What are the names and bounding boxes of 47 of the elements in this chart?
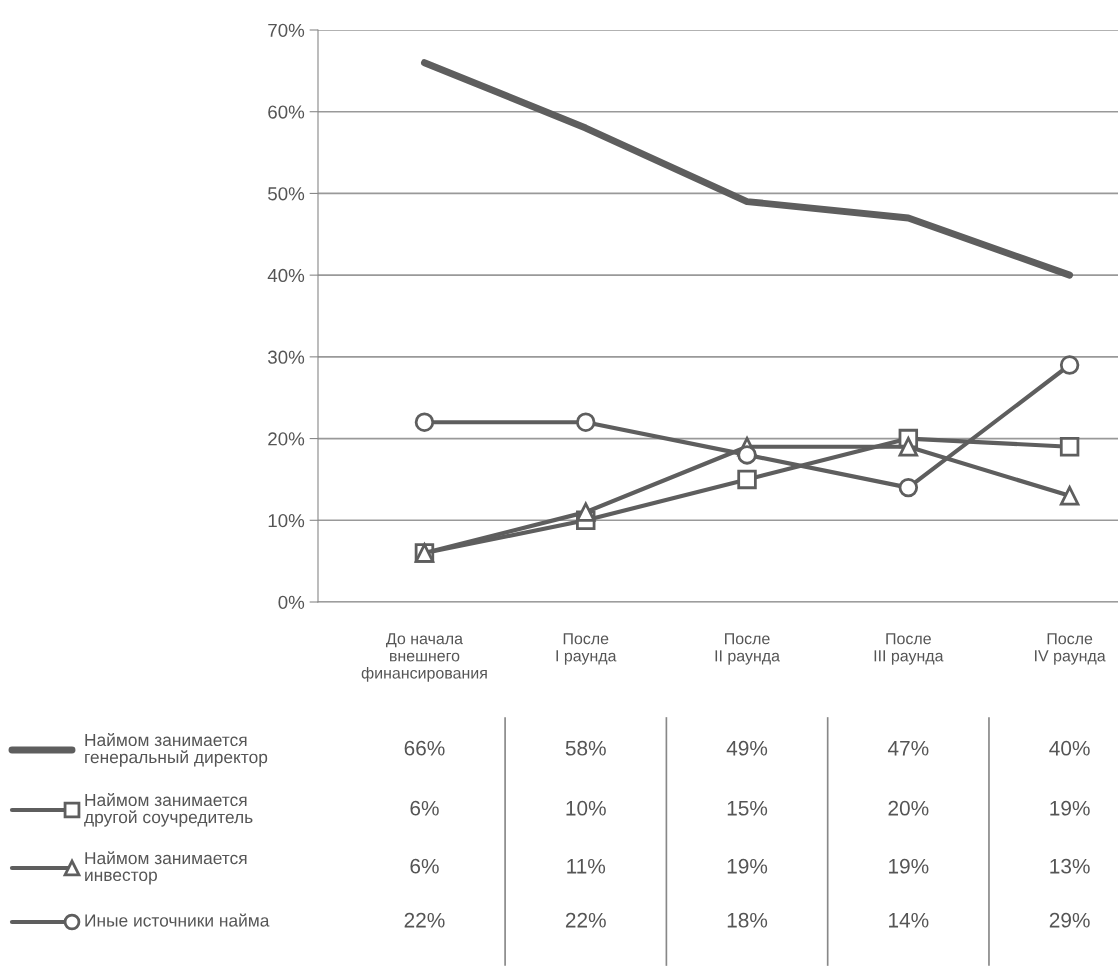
data-label: 10% <box>566 800 606 816</box>
data-label: 66% <box>404 740 445 756</box>
data-label: 19% <box>1050 800 1090 816</box>
point <box>414 412 435 432</box>
point <box>1059 355 1080 375</box>
x-tick-label: После II раунда <box>715 633 780 665</box>
data-label: 22% <box>565 912 606 928</box>
data-label: 47% <box>887 740 929 756</box>
data-label: 29% <box>1049 912 1090 928</box>
x-tick-label: После IV раунда <box>1035 633 1106 665</box>
data-label: 15% <box>727 800 768 816</box>
point <box>1059 486 1080 506</box>
data-label: 19% <box>889 858 929 874</box>
data-label: 13% <box>1050 858 1090 874</box>
point <box>576 412 596 432</box>
y-tick-label: 10% <box>268 513 305 528</box>
y-tick-label: 50% <box>268 187 305 201</box>
y-tick-label: 0% <box>278 595 305 609</box>
data-label: 58% <box>565 740 606 756</box>
point <box>1059 437 1080 457</box>
data-label: 49% <box>726 740 768 756</box>
data-label: 22% <box>404 912 445 928</box>
legend-label: Наймом занимается инвестор <box>85 851 247 885</box>
y-tick-label: 30% <box>267 350 305 364</box>
point <box>898 437 919 457</box>
point <box>737 469 757 490</box>
data-label: 40% <box>1049 740 1090 756</box>
legend-label: Наймом занимается генеральный директор <box>85 733 268 767</box>
data-label: 11% <box>567 858 606 874</box>
data-label: 14% <box>889 912 929 928</box>
point <box>576 502 596 522</box>
legend-label: Иные источники найма <box>85 913 270 927</box>
data-label: 6% <box>410 800 439 816</box>
y-tick-label: 40% <box>267 268 305 283</box>
data-label: 19% <box>727 858 768 874</box>
x-tick-label: После I раунда <box>556 633 617 665</box>
data-label: 20% <box>888 800 929 816</box>
point <box>898 477 919 498</box>
data-label: 6% <box>410 858 439 874</box>
y-tick-label: 20% <box>268 432 305 446</box>
y-tick-label: 70% <box>268 23 305 37</box>
x-tick-label: После III раунда <box>874 633 944 665</box>
data-label: 18% <box>727 912 768 928</box>
legend-label: Наймом занимается другой соучредитель <box>84 793 253 827</box>
point <box>737 445 757 465</box>
y-tick-label: 60% <box>268 105 305 119</box>
x-tick-label: До начала внешнего финансирования <box>361 633 487 682</box>
